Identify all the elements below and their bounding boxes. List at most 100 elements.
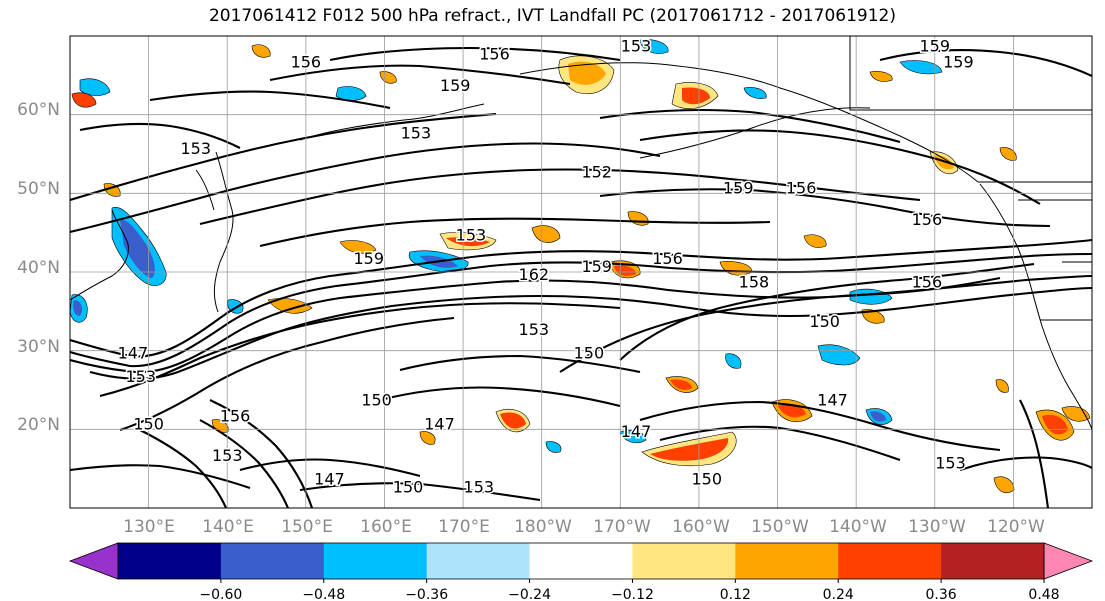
contour-label: 153: [125, 367, 156, 386]
coastline: [70, 209, 129, 301]
lat-label: 30°N: [17, 337, 60, 357]
colorbar-swatch: [220, 543, 325, 579]
pos-anomaly: [500, 412, 526, 429]
coastline: [849, 36, 1092, 111]
colorbar-swatch: [632, 543, 736, 579]
contour-label: 150: [133, 414, 164, 433]
colorbar-extend-high: [1043, 542, 1094, 580]
colorbar-tick-label: 0.24: [823, 587, 854, 601]
pos-anomaly: [568, 61, 606, 85]
lon-label: 150°W: [751, 517, 809, 537]
graticule: [70, 36, 1092, 508]
lon-label: 140°W: [829, 517, 887, 537]
colorbar-tick-label: 0.12: [720, 587, 751, 601]
pos-anomaly: [419, 431, 436, 445]
contour-label: 153: [935, 454, 966, 473]
pos-anomaly: [1061, 406, 1091, 422]
colorbar-swatch: [323, 543, 428, 579]
pos-anomaly: [682, 87, 710, 105]
neg-anomaly: [545, 441, 562, 453]
contour-line: [99, 302, 621, 398]
pos-anomaly: [869, 71, 893, 82]
contour-line: [1019, 399, 1050, 508]
contour-line: [139, 429, 227, 508]
coastline: [519, 62, 979, 183]
contour-line: [599, 108, 901, 144]
contour-line: [599, 188, 1051, 228]
colorbar-outline: [117, 542, 1045, 580]
pos-anomaly: [531, 225, 561, 243]
neg-anomaly: [619, 430, 647, 444]
map-title: 2017061412 F012 500 hPa refract., IVT La…: [208, 6, 896, 26]
neg-anomaly: [743, 87, 767, 99]
lon-label: 160°W: [672, 517, 730, 537]
colorbar-tick-label: 0.48: [1028, 587, 1059, 601]
coastline: [195, 169, 215, 211]
lon-label: 150°E: [281, 517, 333, 537]
contour-line: [119, 316, 455, 431]
contour-label: 150: [361, 391, 392, 410]
contour-label: 156: [912, 210, 943, 229]
contour-label: 156: [652, 249, 683, 268]
lon-label: 140°E: [202, 517, 254, 537]
contour-label: 159: [919, 37, 950, 56]
neg-anomaly: [870, 411, 886, 422]
lon-label: 130°W: [908, 517, 966, 537]
lat-label: 40°N: [17, 258, 60, 278]
contour-line: [639, 129, 1041, 205]
pos-anomaly: [995, 379, 1009, 393]
contour-line: [269, 64, 571, 86]
pos-anomaly: [993, 476, 1015, 493]
contour-label: 156: [912, 273, 943, 292]
lon-label: 120°W: [987, 517, 1045, 537]
coastline: [979, 183, 1092, 431]
contour-line: [659, 425, 901, 461]
contour-label: 159: [723, 178, 754, 197]
contour-line: [70, 464, 251, 489]
map-border: [69, 35, 1093, 509]
coastline: [299, 103, 485, 141]
coastline: [639, 107, 871, 159]
coastline: [213, 151, 234, 313]
lon-label: 160°E: [360, 517, 412, 537]
contour-label: 156: [786, 178, 817, 197]
colorbar-tick-label: −0.24: [508, 587, 551, 601]
pos-anomaly: [670, 379, 692, 390]
contour-line: [199, 168, 921, 226]
neg-anomaly: [899, 60, 943, 75]
contour-line: [149, 90, 391, 110]
colorbar-tick-label: 0.36: [926, 587, 957, 601]
contour-label: 153: [464, 477, 495, 496]
contour-label: 150: [574, 344, 605, 363]
lon-label: 180°W: [514, 517, 572, 537]
neg-anomaly: [817, 344, 861, 366]
contour-line: [299, 482, 541, 502]
pos-anomaly: [778, 404, 806, 418]
contour-label: 150: [393, 477, 424, 496]
contour-line: [209, 399, 313, 508]
neg-anomaly: [73, 300, 82, 316]
contour-label: 147: [314, 469, 345, 488]
colorbar-tick-label: −0.12: [611, 587, 654, 601]
lon-label: 170°E: [438, 517, 490, 537]
longitude-labels: 130°E 140°E 150°E 160°E 170°E 180°W 170°…: [123, 517, 1045, 537]
contour-label: 152: [581, 163, 612, 182]
contour-label: 147: [621, 422, 652, 441]
colorbar-swatch: [838, 543, 942, 579]
pos-anomaly: [71, 92, 97, 108]
contour-label: 147: [424, 414, 455, 433]
contour-label: 153: [621, 37, 652, 56]
contour-label: 159: [943, 52, 974, 71]
contour-label: 159: [440, 76, 471, 95]
contour-line: [70, 142, 661, 234]
contour-label: 153: [401, 123, 432, 142]
contour-line: [239, 458, 421, 478]
contour-label: 156: [291, 52, 322, 71]
colorbar-tick-label: −0.36: [405, 587, 448, 601]
contour-label: 162: [519, 265, 550, 284]
pos-anomaly: [999, 147, 1017, 161]
contour-label: 153: [181, 139, 212, 158]
lat-label: 60°N: [17, 100, 60, 120]
